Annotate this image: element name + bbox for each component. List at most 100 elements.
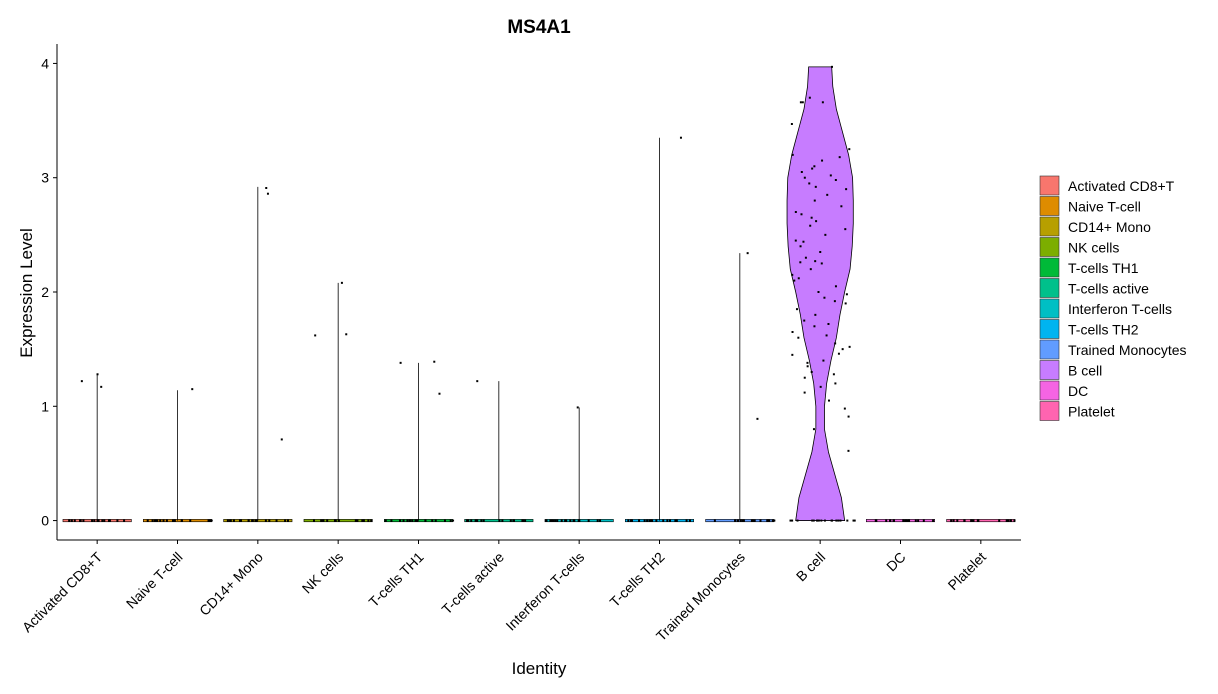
data-point — [367, 519, 370, 522]
legend-label: NK cells — [1068, 240, 1119, 256]
x-tick-label: T-cells active — [438, 549, 507, 618]
data-point — [753, 519, 756, 522]
data-point — [827, 323, 830, 325]
data-point — [82, 519, 85, 522]
data-point — [322, 519, 325, 522]
data-point — [829, 174, 832, 177]
data-point — [970, 519, 973, 522]
data-point — [662, 519, 665, 522]
data-point — [251, 519, 254, 522]
violin-nk-cells — [303, 281, 373, 523]
x-tick-label: Activated CD8+T — [19, 548, 106, 635]
data-point — [146, 519, 149, 522]
data-point — [337, 519, 340, 522]
data-point — [226, 519, 229, 522]
legend-swatch — [1039, 175, 1060, 196]
data-point — [756, 417, 759, 420]
x-tick-label: Trained Monocytes — [653, 549, 748, 644]
data-point — [813, 199, 816, 202]
data-point — [431, 519, 434, 522]
data-point — [651, 519, 654, 522]
data-point — [356, 519, 359, 522]
violin-trained-monocytes — [705, 252, 776, 523]
data-point — [452, 519, 455, 522]
x-tick-label: Platelet — [945, 549, 989, 593]
y-tick-label: 3 — [41, 170, 49, 186]
data-point — [669, 519, 672, 522]
data-point — [976, 519, 979, 522]
legend-label: B cell — [1068, 363, 1102, 379]
data-point — [564, 519, 567, 522]
data-point — [162, 519, 165, 522]
data-point — [480, 519, 483, 522]
data-point — [80, 380, 83, 383]
data-point — [797, 277, 800, 280]
data-point — [908, 519, 911, 522]
data-point — [813, 325, 816, 328]
data-point — [837, 352, 840, 355]
data-point — [837, 519, 840, 522]
data-point — [852, 519, 855, 522]
data-point — [809, 224, 812, 227]
data-point — [565, 519, 568, 522]
data-point — [800, 213, 803, 216]
data-point — [370, 519, 373, 522]
data-point — [173, 519, 176, 522]
legend-swatch — [1039, 401, 1060, 421]
x-tick-label: CD14+ Mono — [196, 549, 266, 619]
violin-body — [865, 519, 935, 523]
data-point — [434, 519, 437, 522]
data-point — [466, 519, 469, 522]
data-point — [809, 268, 812, 271]
data-point — [814, 185, 817, 188]
data-point — [275, 519, 278, 522]
legend-swatch — [1039, 319, 1060, 339]
violin-cd14-mono — [223, 186, 293, 523]
data-point — [284, 519, 287, 522]
data-point — [791, 519, 794, 522]
legend: Activated CD8+T Naive T-cell CD14+ Mono NK … — [1039, 175, 1187, 421]
data-point — [811, 167, 814, 170]
data-point — [845, 293, 848, 296]
y-tick-label: 2 — [41, 284, 49, 300]
data-point — [467, 519, 470, 522]
data-point — [789, 519, 792, 522]
data-point — [826, 193, 829, 196]
data-point — [797, 336, 800, 339]
data-point — [408, 519, 411, 522]
data-point — [741, 519, 744, 522]
legend-swatch — [1039, 216, 1060, 237]
data-point — [438, 392, 441, 395]
data-point — [116, 519, 119, 522]
data-point — [831, 519, 834, 522]
data-point — [822, 359, 825, 362]
data-point — [268, 519, 271, 522]
data-point — [247, 519, 250, 522]
data-point — [165, 519, 168, 522]
data-point — [424, 519, 427, 522]
data-point — [802, 240, 805, 243]
data-point — [399, 361, 402, 364]
data-point — [905, 519, 908, 522]
y-axis-title: Expression Level — [17, 228, 36, 357]
data-point — [823, 296, 826, 299]
data-point — [189, 519, 192, 522]
legend-swatch — [1039, 257, 1060, 278]
legend-label: Interferon T-cells — [1068, 301, 1172, 317]
data-point — [808, 96, 811, 99]
data-point — [801, 101, 804, 104]
data-point — [264, 519, 267, 522]
data-point — [108, 519, 111, 522]
data-point — [814, 260, 817, 263]
legend-label: T-cells active — [1068, 281, 1149, 297]
data-point — [666, 519, 669, 522]
x-tick-label: B cell — [793, 549, 829, 585]
data-point — [361, 519, 364, 522]
data-point — [825, 334, 828, 337]
data-point — [474, 519, 477, 522]
data-point — [766, 519, 769, 522]
data-point — [746, 252, 749, 255]
data-point — [154, 519, 157, 522]
data-point — [524, 519, 527, 522]
data-point — [810, 216, 813, 219]
